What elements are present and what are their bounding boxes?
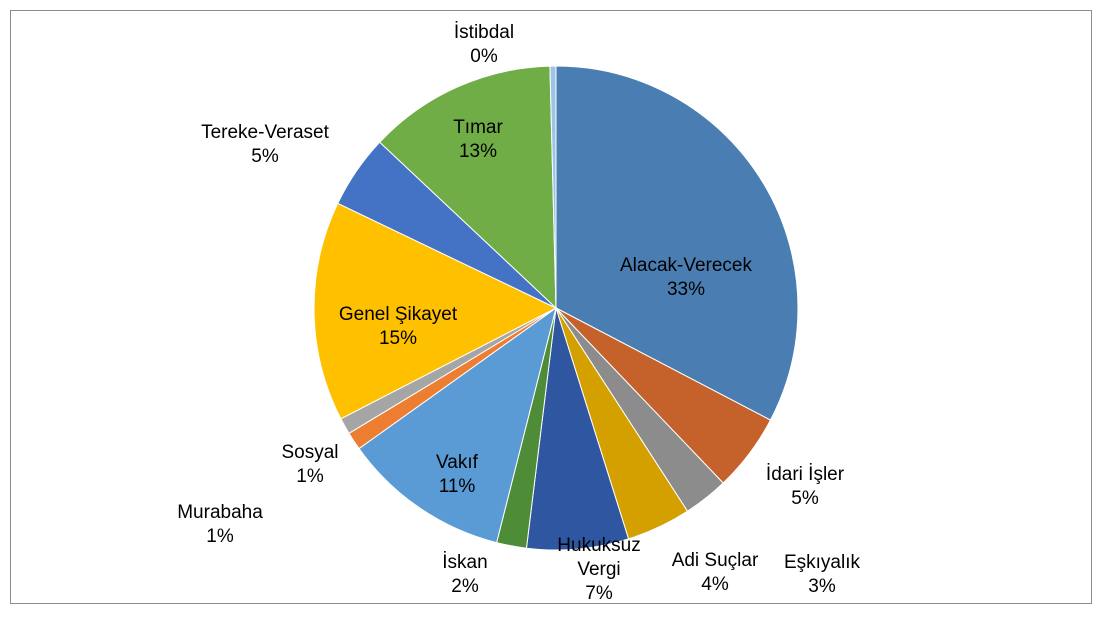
chart-frame — [10, 10, 1092, 604]
pie-slice — [358, 306, 557, 544]
slice-label: Tereke-Veraset 5% — [190, 121, 340, 169]
slice-label: İskan 2% — [390, 551, 540, 599]
value-label: 0% — [470, 46, 498, 67]
pie-slice — [549, 65, 557, 309]
category-label: İskan — [442, 552, 488, 573]
value-label: 3% — [808, 576, 836, 597]
category-label: Sosyal — [281, 442, 339, 463]
category-label: Adi Suçlar — [671, 550, 759, 571]
value-label: 1% — [206, 526, 234, 547]
category-label: Hukuksuz Vergi — [557, 535, 641, 580]
value-label: 4% — [701, 574, 729, 595]
slice-label: Genel Şikayet 15% — [323, 303, 473, 351]
value-label: 11% — [438, 476, 476, 497]
category-label: İstibdal — [453, 22, 515, 43]
value-label: 5% — [791, 488, 819, 509]
category-label: Tereke-Veraset — [201, 122, 329, 143]
pie-slice — [313, 202, 558, 420]
category-label: Eşkıyalık — [783, 552, 861, 573]
category-label: Genel Şikayet — [338, 304, 458, 325]
category-label: Alacak-Verecek — [619, 255, 752, 276]
category-label: İdari İşler — [765, 464, 845, 485]
slice-label: Hukuksuz Vergi 7% — [554, 534, 644, 606]
value-label: 33% — [666, 279, 706, 300]
slice-label: İdari İşler 5% — [730, 463, 880, 511]
value-label: 15% — [378, 328, 418, 349]
pie-slice — [379, 65, 557, 310]
slice-label: Tımar 13% — [403, 116, 553, 164]
value-label: 1% — [296, 466, 324, 487]
slice-label: Alacak-Verecek 33% — [611, 254, 761, 302]
slice-label: Sosyal 1% — [235, 441, 385, 489]
slice-label: Vakıf 11% — [382, 451, 532, 499]
category-label: Vakıf — [436, 452, 478, 473]
category-label: Murabaha — [177, 502, 263, 523]
value-label: 2% — [451, 576, 479, 597]
category-label: Tımar — [453, 117, 503, 138]
value-label: 5% — [251, 146, 279, 167]
slice-label: İstibdal 0% — [409, 21, 559, 69]
slice-label: Eşkıyalık 3% — [747, 551, 897, 599]
value-label: 13% — [458, 141, 498, 162]
value-label: 7% — [585, 583, 613, 604]
slice-label: Murabaha 1% — [145, 501, 295, 549]
pie-slice — [555, 65, 799, 421]
slice-label: Adi Suçlar 4% — [640, 549, 790, 597]
